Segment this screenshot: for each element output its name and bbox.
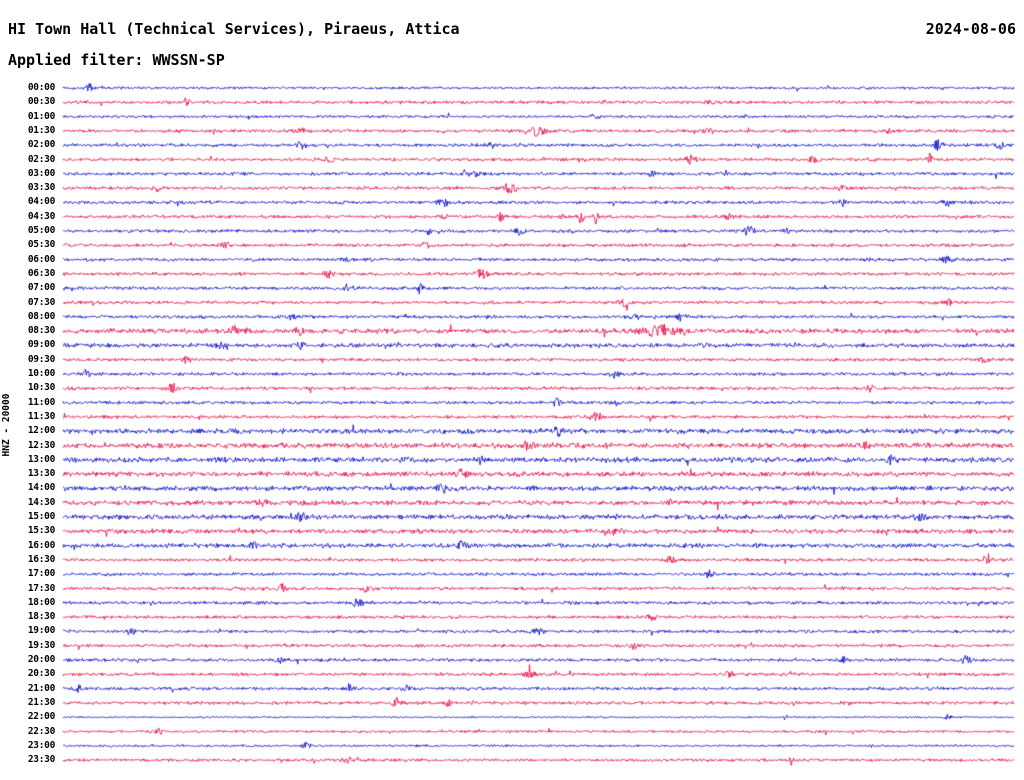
time-label: 22:30: [27, 725, 55, 737]
time-label: 20:00: [27, 654, 55, 665]
time-label: 23:30: [27, 754, 55, 766]
time-label: 09:30: [27, 353, 55, 365]
time-label: 05:30: [27, 239, 55, 251]
time-label: 15:30: [27, 525, 55, 537]
time-label: 14:30: [27, 496, 55, 508]
time-label: 23:00: [27, 739, 55, 751]
time-label: 21:00: [27, 682, 55, 694]
time-label: 04:00: [27, 196, 55, 208]
time-label: 06:00: [27, 253, 55, 265]
time-label: 05:00: [27, 225, 55, 236]
time-label: 20:30: [27, 668, 55, 680]
time-label: 17:00: [27, 568, 55, 580]
time-label: 15:00: [27, 511, 55, 522]
time-label: 00:30: [27, 96, 55, 108]
time-label: 13:00: [27, 453, 55, 465]
time-label: 16:30: [27, 553, 55, 565]
time-label: 07:30: [27, 296, 55, 308]
time-label: 08:00: [27, 310, 55, 322]
time-label: 17:30: [27, 582, 55, 594]
time-labels: 00:00 00:30 01:00 01:30 02:00 02:30 03:00 03:30…: [0, 0, 58, 780]
time-label: 09:00: [27, 339, 55, 351]
time-label: 02:00: [27, 139, 55, 151]
time-label: 01:30: [27, 124, 55, 136]
time-label: 19:00: [27, 625, 55, 637]
time-label: 14:00: [27, 482, 55, 494]
time-label: 18:00: [27, 596, 55, 608]
time-label: 19:30: [27, 639, 55, 651]
time-label: 13:30: [27, 468, 55, 480]
time-label: 07:00: [27, 282, 55, 294]
time-label: 12:00: [27, 425, 55, 437]
time-label: 06:30: [27, 267, 55, 279]
time-label: 16:00: [27, 539, 55, 551]
time-label: 12:30: [27, 439, 55, 451]
time-label: 00:00: [27, 82, 55, 93]
time-label: 03:00: [27, 167, 55, 179]
time-label: 10:30: [27, 382, 55, 394]
time-label: 22:00: [27, 711, 55, 723]
time-label: 21:30: [27, 696, 55, 708]
time-label: 18:30: [27, 611, 55, 623]
time-label: 11:00: [27, 396, 55, 408]
time-label: 03:30: [27, 182, 55, 194]
time-label: 10:00: [27, 368, 55, 379]
time-label: 11:30: [27, 410, 55, 422]
time-label: 02:30: [27, 153, 55, 165]
time-label: 08:30: [27, 325, 55, 337]
time-label: 01:00: [27, 110, 55, 122]
time-label: 04:30: [27, 210, 55, 222]
